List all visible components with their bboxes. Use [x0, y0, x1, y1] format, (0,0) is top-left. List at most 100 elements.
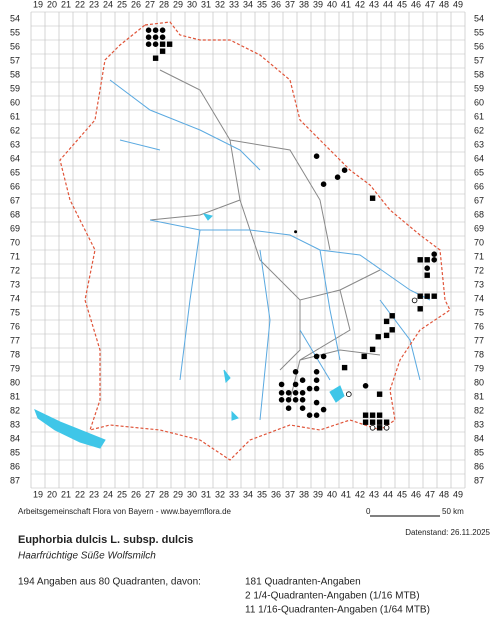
point-square	[424, 293, 430, 299]
point-dot	[306, 412, 313, 419]
column-label: 24	[103, 489, 113, 499]
column-label: 47	[425, 0, 435, 9]
row-label: 55	[10, 27, 20, 37]
point-dot	[320, 353, 327, 360]
column-label: 30	[187, 489, 197, 499]
column-label: 29	[173, 489, 183, 499]
row-label: 64	[10, 153, 20, 163]
column-label: 24	[103, 0, 113, 9]
point-dot	[313, 377, 320, 384]
point-square	[152, 55, 159, 61]
point-dot	[152, 34, 159, 40]
point-dot	[152, 41, 159, 47]
point-dot	[341, 167, 348, 173]
row-label: 54	[10, 13, 20, 23]
row-label: 82	[474, 405, 484, 415]
date: Datenstand: 26.11.2025	[405, 528, 490, 537]
row-label: 66	[474, 181, 484, 191]
point-dot	[313, 399, 320, 406]
point-square	[417, 306, 423, 312]
row-label: 63	[10, 139, 20, 149]
summary-detail: 11 1/16-Quadranten-Angaben (1/64 MTB)	[245, 605, 430, 616]
column-label: 28	[159, 489, 169, 499]
column-label: 35	[257, 0, 267, 9]
column-label: 37	[285, 489, 295, 499]
species-name: Euphorbia dulcis L. subsp. dulcis	[18, 534, 193, 546]
point-open	[369, 424, 376, 431]
point-square	[369, 419, 376, 425]
point-square	[369, 346, 376, 353]
column-label: 36	[271, 0, 281, 9]
row-label: 83	[474, 419, 484, 429]
point-dot	[292, 381, 299, 388]
column-label: 33	[229, 489, 239, 499]
column-label: 37	[285, 0, 295, 9]
row-label: 79	[10, 363, 20, 373]
column-label: 20	[47, 489, 57, 499]
point-dot	[299, 390, 306, 396]
point-square	[383, 419, 390, 425]
column-label: 29	[173, 0, 183, 9]
scale-end: 50 km	[442, 507, 464, 516]
row-label: 71	[474, 251, 484, 261]
point-dot	[152, 27, 159, 33]
row-label: 75	[10, 307, 20, 317]
point-dot	[145, 34, 152, 40]
point-dot	[159, 27, 166, 33]
common-name: Haarfrüchtige Süße Wolfsmilch	[18, 551, 156, 562]
row-label: 67	[474, 195, 484, 205]
point-dot	[278, 397, 285, 403]
row-label: 63	[474, 139, 484, 149]
row-label: 81	[474, 391, 484, 401]
row-label: 86	[474, 461, 484, 471]
row-label: 67	[10, 195, 20, 205]
point-dot	[159, 34, 166, 40]
row-label: 66	[10, 181, 20, 191]
column-label: 34	[243, 489, 253, 499]
lake	[34, 409, 106, 449]
row-label: 65	[10, 167, 20, 177]
point-dot	[278, 381, 285, 388]
lake	[202, 213, 345, 421]
point-dot	[431, 251, 438, 257]
point-dot	[334, 174, 341, 180]
column-label: 26	[131, 489, 141, 499]
points	[145, 27, 438, 431]
column-label: 42	[355, 489, 365, 499]
row-label: 77	[10, 335, 20, 345]
row-label: 71	[10, 251, 20, 261]
point-dot	[306, 385, 313, 392]
row-label: 82	[10, 405, 20, 415]
column-label: 41	[341, 489, 351, 499]
point-dot	[362, 383, 369, 389]
point-dot	[313, 369, 320, 375]
point-dot	[292, 390, 299, 396]
point-square	[424, 257, 430, 263]
row-label: 59	[474, 83, 484, 93]
column-label: 32	[215, 0, 225, 9]
point-dot	[285, 390, 292, 396]
column-label: 30	[187, 0, 197, 9]
row-label: 83	[10, 419, 20, 429]
point-square	[369, 412, 376, 418]
column-label: 39	[313, 489, 323, 499]
row-label: 81	[10, 391, 20, 401]
point-square	[362, 412, 369, 418]
point-dot	[285, 397, 292, 403]
point-square	[431, 293, 437, 299]
point-open	[383, 424, 390, 431]
point-square	[376, 391, 383, 397]
point-dot	[292, 397, 299, 403]
row-label: 73	[10, 279, 20, 289]
point-dot	[320, 406, 327, 413]
point-square	[417, 257, 423, 263]
column-label: 35	[257, 489, 267, 499]
column-label: 47	[425, 489, 435, 499]
row-label: 59	[10, 83, 20, 93]
column-label: 33	[229, 0, 239, 9]
row-label: 54	[474, 13, 484, 23]
point-dot	[431, 257, 438, 263]
district-borders	[149, 69, 381, 401]
point-square	[159, 41, 166, 47]
